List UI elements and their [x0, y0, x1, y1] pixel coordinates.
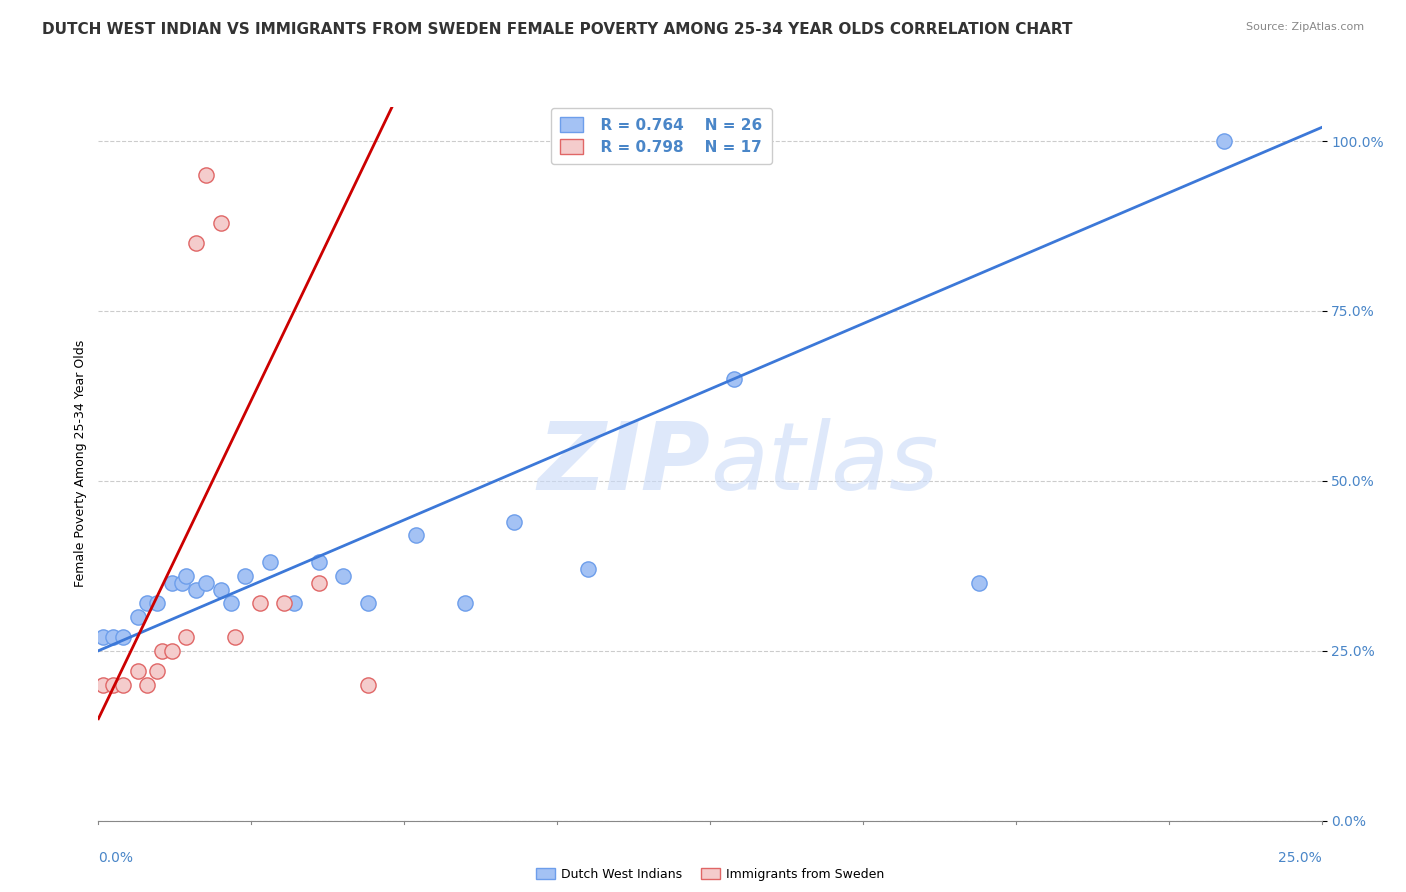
Text: ZIP: ZIP [537, 417, 710, 510]
Point [186, 582, 208, 597]
Point [111, 678, 134, 692]
Point [233, 569, 256, 583]
Text: 0.0%: 0.0% [98, 851, 134, 865]
Point [273, 596, 295, 610]
Point [967, 575, 990, 590]
Point [160, 575, 183, 590]
Text: 25.0%: 25.0% [1278, 851, 1322, 865]
Point [146, 596, 169, 610]
Point [356, 678, 378, 692]
Point [224, 630, 246, 644]
Point [405, 528, 427, 542]
Point [91, 678, 114, 692]
Point [136, 596, 159, 610]
Point [332, 569, 354, 583]
Point [101, 630, 124, 644]
Point [283, 596, 305, 610]
Text: Source: ZipAtlas.com: Source: ZipAtlas.com [1246, 22, 1364, 32]
Point [576, 562, 599, 576]
Legend: Dutch West Indians, Immigrants from Sweden: Dutch West Indians, Immigrants from Swed… [531, 863, 889, 886]
Point [1212, 134, 1234, 148]
Point [723, 372, 745, 386]
Point [249, 596, 271, 610]
Point [146, 664, 169, 678]
Point [259, 555, 281, 569]
Point [176, 569, 198, 583]
Point [308, 575, 330, 590]
Point [209, 216, 232, 230]
Point [101, 678, 124, 692]
Point [308, 555, 330, 569]
Point [176, 630, 198, 644]
Point [503, 515, 526, 529]
Point [454, 596, 477, 610]
Point [186, 235, 208, 250]
Point [219, 596, 242, 610]
Point [127, 664, 149, 678]
Point [356, 596, 378, 610]
Point [91, 630, 114, 644]
Point [209, 582, 232, 597]
Y-axis label: Female Poverty Among 25-34 Year Olds: Female Poverty Among 25-34 Year Olds [75, 340, 87, 588]
Point [195, 575, 218, 590]
Point [136, 678, 159, 692]
Point [150, 644, 173, 658]
Point [195, 168, 218, 182]
Text: DUTCH WEST INDIAN VS IMMIGRANTS FROM SWEDEN FEMALE POVERTY AMONG 25-34 YEAR OLDS: DUTCH WEST INDIAN VS IMMIGRANTS FROM SWE… [42, 22, 1073, 37]
Point [170, 575, 193, 590]
Text: atlas: atlas [710, 418, 938, 509]
Point [111, 630, 134, 644]
Point [127, 609, 149, 624]
Point [160, 644, 183, 658]
